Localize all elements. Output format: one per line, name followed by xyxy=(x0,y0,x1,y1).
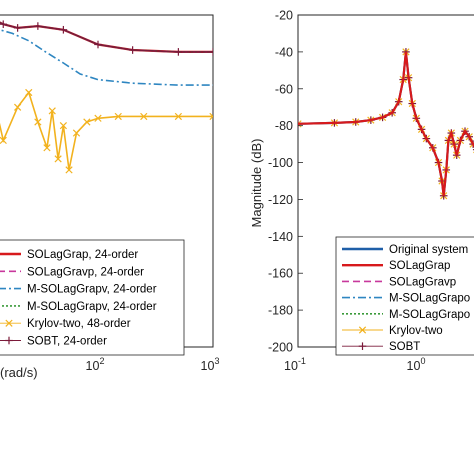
left-series-marker-4 xyxy=(209,112,213,118)
left-series-marker-4 xyxy=(0,136,7,145)
left-series-marker-4 xyxy=(43,144,51,152)
left-series-marker-4 xyxy=(65,166,73,174)
left-panel: 102 103 (rad/s) SOLagGrap, 24-orderSOLagG… xyxy=(0,14,220,380)
right-legend-label: SOLagGrap xyxy=(389,260,450,272)
left-legend-label: SOLagGrap, 24-order xyxy=(27,249,138,261)
right-legend-label: SOLagGravp xyxy=(389,276,456,288)
left-x-ticks: 102 103 xyxy=(86,342,220,373)
left-legend-label: Krylov-two, 48-order xyxy=(27,318,131,330)
left-legend: SOLagGrap, 24-order SOLagGravp, 24-order M… xyxy=(0,239,185,356)
left-legend-box xyxy=(0,239,185,356)
right-legend: Original system SOLagGrap SOLagGravp M-SOLa… xyxy=(335,236,474,356)
left-series-marker-4 xyxy=(140,112,148,121)
right-y-tick-label: -160 xyxy=(268,267,293,281)
left-x-tick-label: 102 xyxy=(86,356,105,373)
left-x-tick-label: 103 xyxy=(201,356,220,373)
left-series-marker-4 xyxy=(59,122,68,130)
right-y-ticks: -20 -40 -60 -80 -100 -120 -140 -160 -180 -200 xyxy=(268,9,303,355)
right-x-tick-label: 100 xyxy=(407,356,426,373)
right-y-axis-label: Magnitude (dB) xyxy=(249,139,264,228)
right-series-line-1 xyxy=(298,51,474,196)
right-legend-label: SOBT xyxy=(389,341,420,353)
left-series-marker-4 xyxy=(94,114,102,122)
left-x-axis-label: (rad/s) xyxy=(0,365,38,380)
left-legend-label: M-SOLagGrapv, 24-order xyxy=(27,284,157,296)
left-legend-label: SOLagGravp, 24-order xyxy=(27,266,144,278)
left-series-marker-4 xyxy=(48,107,56,115)
right-legend-marker xyxy=(358,326,367,334)
right-legend-label: M-SOLagGrapo xyxy=(389,309,470,321)
right-legend-label: M-SOLagGrapo xyxy=(389,293,470,305)
right-y-tick-label: -80 xyxy=(275,119,293,133)
right-legend-box xyxy=(335,236,474,356)
right-y-tick-label: -200 xyxy=(268,341,293,355)
right-y-tick-label: -60 xyxy=(275,82,293,96)
left-series-marker-4 xyxy=(114,112,122,121)
left-series-marker-4 xyxy=(34,118,42,126)
left-series-marker-4 xyxy=(209,115,213,121)
right-y-tick-label: -140 xyxy=(268,230,293,244)
left-legend-label: M-SOLagGrapv, 24-order xyxy=(27,301,157,313)
right-y-tick-label: -100 xyxy=(268,156,293,170)
right-x-tick-label: 10-1 xyxy=(284,356,306,373)
left-series-marker-4 xyxy=(72,129,81,137)
right-panel: -20 -40 -60 -80 -100 -120 -140 -160 -180 -200 10-… xyxy=(249,9,474,373)
right-series-group xyxy=(298,48,474,200)
right-legend-label: Krylov-two xyxy=(389,325,443,337)
right-series-marker-5 xyxy=(298,120,302,125)
right-legend-label: Original system xyxy=(389,244,468,256)
left-legend-marker xyxy=(5,319,13,327)
left-legend-label: SOBT, 24-order xyxy=(27,336,107,348)
left-series-marker-4 xyxy=(25,88,33,97)
left-series-group xyxy=(0,20,213,174)
left-series-marker-4 xyxy=(13,103,22,111)
right-y-tick-label: -120 xyxy=(268,193,293,207)
left-series-marker-4 xyxy=(83,118,91,126)
right-y-tick-label: -180 xyxy=(268,304,293,318)
left-series-marker-4 xyxy=(54,155,62,163)
right-y-tick-label: -20 xyxy=(275,9,293,23)
right-y-tick-label: -40 xyxy=(275,45,293,59)
left-series-marker-4 xyxy=(174,112,183,121)
